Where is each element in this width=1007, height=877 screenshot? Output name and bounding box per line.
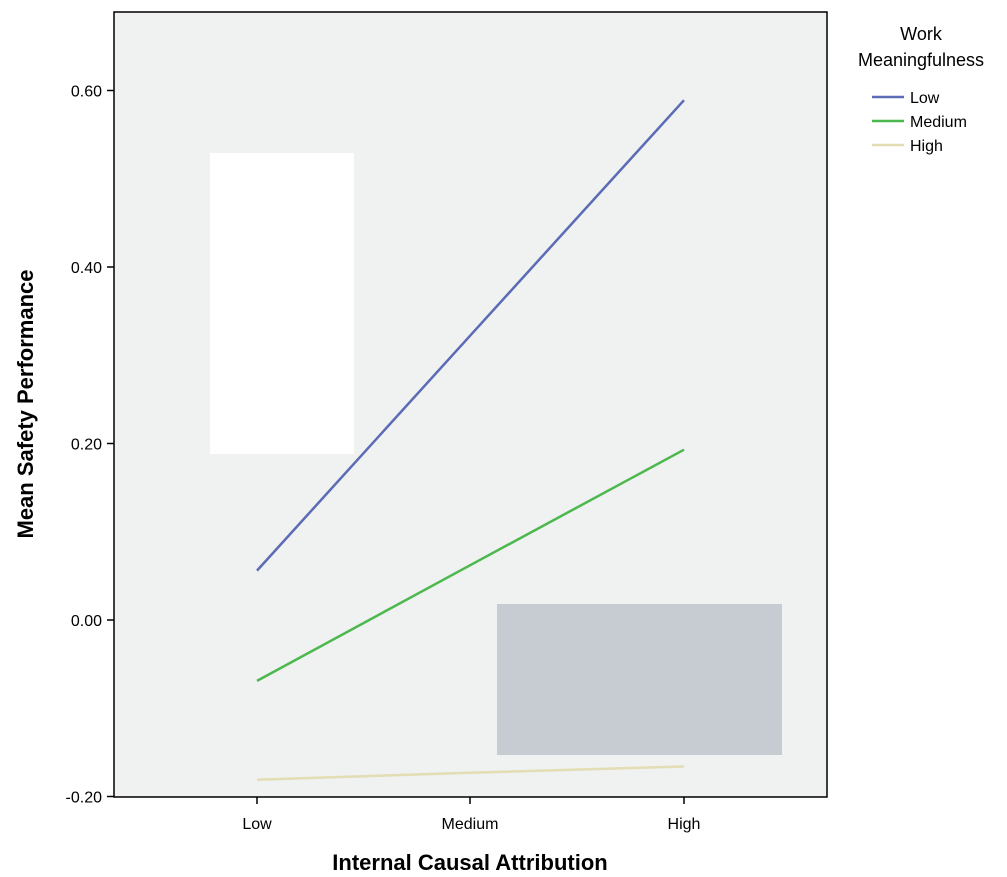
series-line-medium (256, 448, 685, 682)
legend-title-line2: Meaningfulness (858, 50, 984, 70)
y-axis: -0.20 0.00 0.20 0.40 0.60 (66, 84, 114, 807)
occluder-gray-patch (497, 604, 782, 755)
series-lines (256, 99, 685, 781)
y-tick-label: 0.60 (71, 84, 102, 101)
legend-items: Low Medium High (872, 90, 967, 155)
legend: Work Meaningfulness Low Medium High (858, 24, 984, 155)
legend-label-medium: Medium (910, 114, 967, 131)
x-axis: Low Medium High (242, 797, 700, 833)
x-axis-title: Internal Causal Attribution (332, 850, 607, 875)
legend-label-low: Low (910, 90, 940, 107)
x-tick-label: Low (242, 816, 272, 833)
series-line-high (256, 765, 685, 781)
x-tick-label: High (668, 816, 701, 833)
y-axis-title: Mean Safety Performance (13, 270, 38, 539)
y-tick-label: 0.20 (71, 437, 102, 454)
y-tick-label: 0.00 (71, 613, 102, 630)
legend-title-line1: Work (900, 24, 943, 44)
x-tick-label: Medium (442, 816, 499, 833)
occluder-white-patch (210, 153, 354, 454)
series-line-low (256, 99, 685, 572)
legend-label-high: High (910, 138, 943, 155)
y-tick-label: -0.20 (66, 790, 103, 807)
y-tick-label: 0.40 (71, 260, 102, 277)
